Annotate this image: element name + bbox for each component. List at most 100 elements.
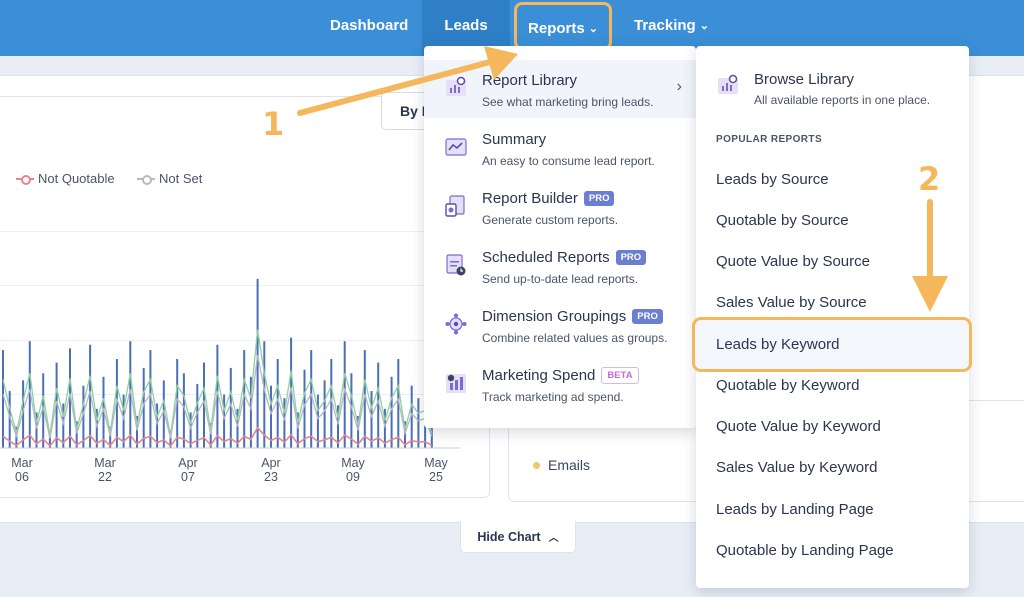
chart-bar: [122, 394, 125, 448]
chart-bar: [102, 376, 105, 448]
chart-bar: [203, 362, 205, 448]
summary-icon: [445, 138, 467, 156]
menu-item-dimension-groupings[interactable]: Dimension Groupings PRO Combine related v…: [424, 296, 696, 354]
browse-library-link[interactable]: Browse Library: [754, 71, 855, 88]
chart-bar: [337, 405, 339, 448]
legend-marker-icon: [137, 174, 155, 185]
chart-bar: [149, 350, 152, 448]
chart-bar: [243, 350, 246, 448]
menu-item-marketing-spend[interactable]: Marketing Spend BETA Track marketing ad s…: [424, 355, 696, 413]
chart-bar: [8, 391, 11, 448]
chart-bar: [290, 337, 293, 448]
chart-bar: [316, 394, 319, 448]
pro-badge: PRO: [615, 250, 647, 265]
chart-bar: [310, 350, 313, 448]
popular-report-item[interactable]: Quote Value by Keyword: [716, 418, 881, 435]
chart-bar: [129, 341, 132, 448]
chevron-up-icon: ︿: [548, 533, 559, 544]
chart-bar: [162, 380, 165, 448]
legend-not-set[interactable]: Not Set: [137, 171, 202, 186]
chart-bar: [303, 369, 306, 448]
x-tick-label: May 25: [424, 456, 448, 484]
chart-bar: [397, 359, 400, 448]
scheduled-reports-icon: [446, 254, 466, 276]
chart-bar: [283, 398, 286, 448]
chart-bar: [69, 348, 71, 448]
chart-bar: [136, 415, 138, 448]
chart-bar: [115, 359, 118, 448]
chart-bar: [55, 362, 58, 448]
chart-bar: [35, 412, 38, 448]
menu-item-summary[interactable]: Summary An easy to consume lead report.: [424, 119, 696, 177]
popular-report-item[interactable]: Leads by Source: [716, 171, 829, 188]
x-tick-label: Mar 06: [11, 456, 33, 484]
chart-bar: [270, 385, 272, 448]
popular-report-item[interactable]: Leads by Landing Page: [716, 501, 874, 518]
chevron-right-icon: ›: [676, 78, 682, 95]
chart-bar: [42, 373, 45, 448]
beta-badge: BETA: [601, 367, 639, 384]
chart-bar: [430, 426, 433, 448]
chart-bar: [156, 403, 159, 448]
legend-not-quotable[interactable]: Not Quotable: [16, 171, 115, 186]
browse-library-icon: [718, 74, 738, 94]
popular-report-item[interactable]: Leads by Keyword: [716, 336, 840, 353]
chevron-down-icon: ⌄: [699, 20, 709, 32]
hide-chart-button[interactable]: Hide Chart ︿: [460, 521, 576, 553]
chart-bar: [323, 380, 326, 448]
chart-bar: [169, 430, 172, 448]
popular-report-item[interactable]: Sales Value by Source: [716, 294, 867, 311]
chart-bar: [28, 341, 31, 448]
gridline: [0, 285, 490, 286]
chart-series-line: [2, 354, 433, 439]
x-tick-label: Apr 07: [178, 456, 198, 484]
chart-bar: [216, 344, 219, 448]
popular-report-item[interactable]: Quote Value by Source: [716, 253, 870, 270]
legend-emails: Emails: [533, 457, 590, 473]
chart-series-line: [2, 426, 433, 448]
popular-report-item[interactable]: Quotable by Keyword: [716, 377, 860, 394]
chart-bar: [249, 376, 252, 448]
nav-dashboard[interactable]: Dashboard: [330, 17, 409, 34]
step-1-label: 1: [262, 105, 285, 143]
chart-bar: [390, 376, 393, 448]
chart-bar: [256, 278, 259, 448]
report-builder-icon: [445, 195, 465, 217]
chart-bar: [263, 341, 266, 448]
nav-tracking[interactable]: Tracking ⌄: [622, 0, 721, 56]
chart-bar: [176, 359, 179, 448]
gridline: [0, 340, 490, 341]
chart-bar: [363, 350, 366, 448]
chart-bar: [209, 423, 212, 448]
chart-bar: [89, 344, 92, 448]
x-tick-label: Mar 22: [94, 456, 116, 484]
chart-bar: [350, 373, 353, 448]
emails-dot-icon: [533, 461, 540, 469]
chart-bar: [330, 359, 333, 448]
menu-item-scheduled-reports[interactable]: Scheduled Reports PRO Send up-to-date lea…: [424, 237, 696, 295]
chart-bar: [223, 394, 226, 448]
dimension-groupings-icon: [445, 313, 467, 335]
x-tick-label: May 09: [341, 456, 365, 484]
pro-badge: PRO: [632, 309, 663, 324]
chart-bar: [383, 408, 386, 448]
popular-report-item[interactable]: Quotable by Landing Page: [716, 542, 894, 559]
popular-report-item[interactable]: Quotable by Source: [716, 212, 849, 229]
reports-menu: Report Library See what marketing bring …: [424, 46, 696, 428]
chart-bar: [48, 430, 51, 448]
chart-bar: [142, 367, 145, 448]
highlighted-menu-item: [692, 317, 972, 372]
chart-bar: [95, 408, 98, 448]
popular-report-item[interactable]: Sales Value by Keyword: [716, 459, 878, 476]
pro-badge: PRO: [583, 191, 615, 206]
chart-bar: [276, 359, 279, 448]
menu-item-report-builder[interactable]: Report Builder PRO Generate custom report…: [424, 178, 696, 236]
chart-bar: [357, 415, 360, 448]
chart-bar: [417, 398, 420, 448]
chart-bar: [189, 412, 192, 448]
chart-bar: [236, 408, 239, 448]
chart-bar: [182, 373, 185, 448]
menu-item-report-library[interactable]: Report Library See what marketing bring …: [424, 60, 696, 118]
chart-bar: [22, 380, 25, 448]
